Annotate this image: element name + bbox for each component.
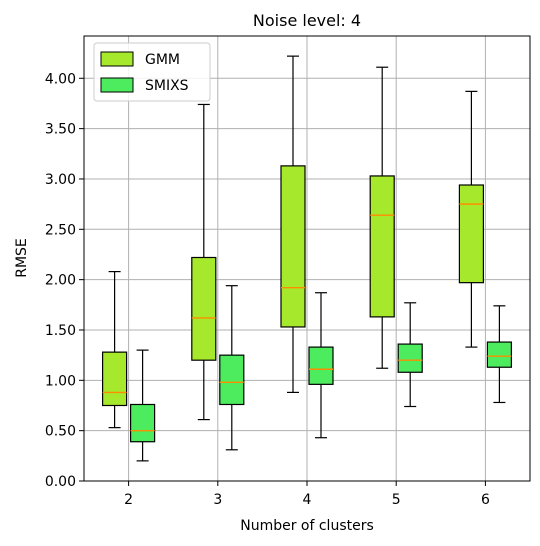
x-tick-label: 2	[124, 492, 133, 508]
iqr-box	[280, 165, 306, 328]
legend-swatch-smixs	[100, 77, 134, 93]
box-gmm-2	[101, 270, 128, 429]
box-smixs-4	[308, 292, 334, 439]
x-axis-ticks: 2 3 4 5 6	[124, 481, 490, 508]
box-smixs-6	[486, 305, 512, 404]
iqr-box	[397, 343, 423, 373]
y-tick-label: 1.00	[45, 373, 76, 389]
iqr-box	[130, 403, 156, 443]
box-gmm-5	[369, 66, 395, 369]
box-gmm-3	[191, 103, 217, 421]
x-tick-label: 3	[213, 492, 222, 508]
y-tick-label: 0.00	[45, 474, 76, 490]
iqr-box	[219, 354, 245, 406]
legend: GMM SMIXS	[93, 42, 211, 102]
iqr-box	[486, 341, 512, 368]
y-axis-ticks: 0.00 0.50 1.00 1.50 2.00 2.50 3.00 3.50 4.00	[45, 71, 84, 490]
x-tick-label: 6	[481, 492, 490, 508]
x-tick-label: 5	[392, 492, 401, 508]
y-tick-label: 2.00	[45, 273, 76, 289]
x-axis-label: Number of clusters	[240, 518, 374, 534]
box-smixs-3	[219, 285, 245, 451]
y-axis-label: RMSE	[14, 238, 30, 278]
iqr-box	[369, 175, 395, 318]
box-smixs-5	[397, 302, 423, 408]
iqr-box	[308, 346, 334, 385]
iqr-box	[101, 351, 128, 407]
y-tick-label: 3.50	[45, 122, 76, 138]
y-tick-label: 4.00	[45, 71, 76, 87]
legend-swatch-gmm	[100, 51, 134, 67]
iqr-box	[458, 184, 484, 284]
chart-title: Noise level: 4	[253, 11, 361, 30]
iqr-box	[191, 256, 217, 361]
box-gmm-6	[458, 90, 484, 348]
box-smixs-2	[130, 349, 156, 462]
y-tick-label: 3.00	[45, 172, 76, 188]
y-tick-label: 2.50	[45, 222, 76, 238]
legend-label-smixs: SMIXS	[145, 78, 189, 94]
legend-label-gmm: GMM	[145, 52, 180, 68]
box-gmm-4	[280, 55, 306, 394]
x-tick-label: 4	[303, 492, 312, 508]
y-tick-label: 1.50	[45, 323, 76, 339]
y-tick-label: 0.50	[45, 424, 76, 440]
boxes	[101, 55, 512, 462]
